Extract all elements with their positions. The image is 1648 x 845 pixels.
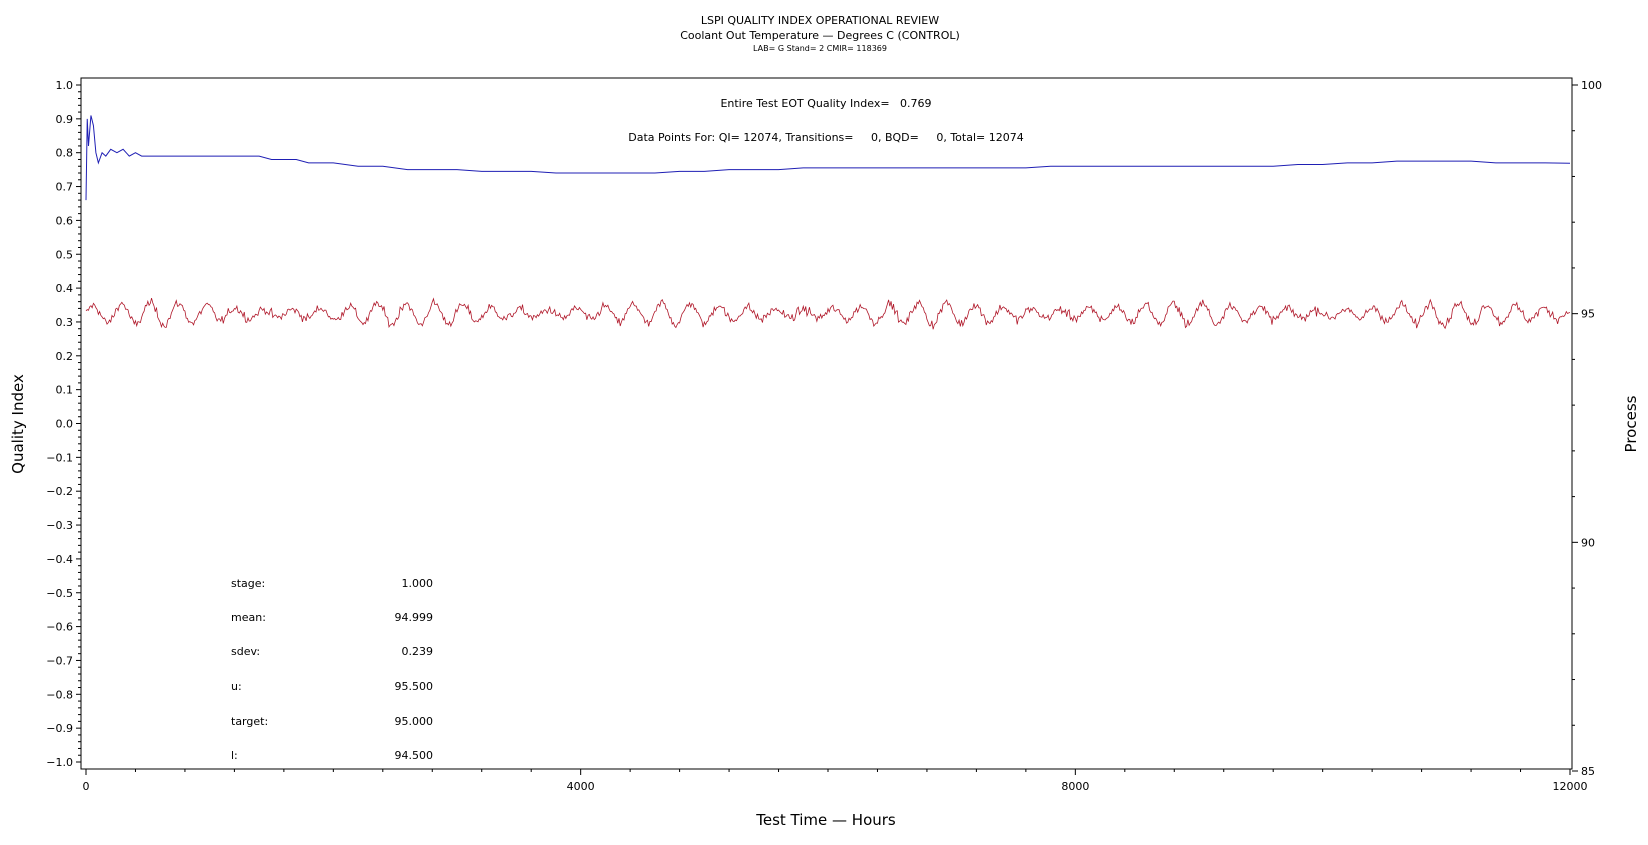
y-tick-label: −0.4	[46, 553, 73, 566]
stats-label: mean:	[231, 611, 266, 624]
y-tick-label: 0.2	[56, 350, 74, 363]
y-tick-label: −0.9	[46, 722, 73, 735]
stats-label: sdev:	[231, 645, 260, 658]
stats-value: 94.500	[395, 749, 434, 762]
stats-label: l:	[231, 749, 238, 762]
y-tick-label: 0.5	[56, 248, 74, 261]
chart-subsubtitle: LAB= G Stand= 2 CMIR= 118369	[753, 44, 887, 53]
y-tick-label: −0.5	[46, 587, 73, 600]
x-tick-label: 8000	[1061, 780, 1089, 793]
y2-axis-label: Process	[1622, 395, 1640, 452]
y2-tick-label: 95	[1581, 308, 1595, 321]
stats-label: target:	[231, 715, 268, 728]
x-tick-label: 4000	[567, 780, 595, 793]
y-tick-label: 0.7	[56, 181, 74, 194]
y2-tick-label: 100	[1581, 79, 1602, 92]
y-tick-label: −0.2	[46, 485, 73, 498]
process-temperature-line	[85, 297, 1571, 330]
stats-value: 95.500	[395, 680, 434, 693]
y-tick-label: 0.6	[56, 214, 74, 227]
y2-tick-label: 85	[1581, 765, 1595, 778]
y-tick-label: −1.0	[46, 756, 73, 769]
quality-index-line	[85, 115, 1571, 201]
y-tick-label: −0.1	[46, 451, 73, 464]
y-tick-label: −0.7	[46, 654, 73, 667]
y-tick-label: 1.0	[56, 79, 74, 92]
plot-frame	[80, 77, 1573, 770]
stats-value: 95.000	[395, 715, 434, 728]
stats-label: u:	[231, 680, 242, 693]
y2-tick-label: 90	[1581, 536, 1595, 549]
stats-value: 0.239	[402, 645, 434, 658]
x-tick-label: 0	[83, 780, 90, 793]
stats-label: stage:	[231, 577, 265, 590]
y-tick-label: 0.8	[56, 147, 74, 160]
x-tick-label: 12000	[1553, 780, 1588, 793]
data-points-annotation: Data Points For: QI= 12074, Transitions=…	[628, 131, 1023, 144]
y-tick-label: 0.4	[56, 282, 74, 295]
eot-quality-annotation: Entire Test EOT Quality Index= 0.769	[720, 97, 931, 110]
chart-subtitle: Coolant Out Temperature — Degrees C (CON…	[680, 29, 960, 42]
y-tick-label: 0.9	[56, 113, 74, 126]
stats-table: stage: 1.000 mean: 94.999 sdev: 0.239 u: 95.500…	[231, 577, 433, 762]
y-axis-label: Quality Index	[9, 374, 27, 474]
y-tick-label: −0.6	[46, 621, 73, 634]
stats-value: 94.999	[395, 611, 434, 624]
ticks-layer: 1.0 0.9 0.8 0.7 0.6 0.5 0.4 0.3 0.2 0.1 0.0 −0.1 −0.…	[46, 79, 1602, 793]
x-axis-label: Test Time — Hours	[755, 811, 896, 829]
y-tick-label: −0.3	[46, 519, 73, 532]
y-tick-label: −0.8	[46, 688, 73, 701]
y-tick-label: 0.3	[56, 316, 74, 329]
chart-title: LSPI QUALITY INDEX OPERATIONAL REVIEW	[701, 14, 939, 27]
y-tick-label: 0.1	[56, 384, 74, 397]
stats-value: 1.000	[402, 577, 434, 590]
series-layer	[85, 115, 1571, 330]
y-tick-label: 0.0	[56, 418, 74, 431]
